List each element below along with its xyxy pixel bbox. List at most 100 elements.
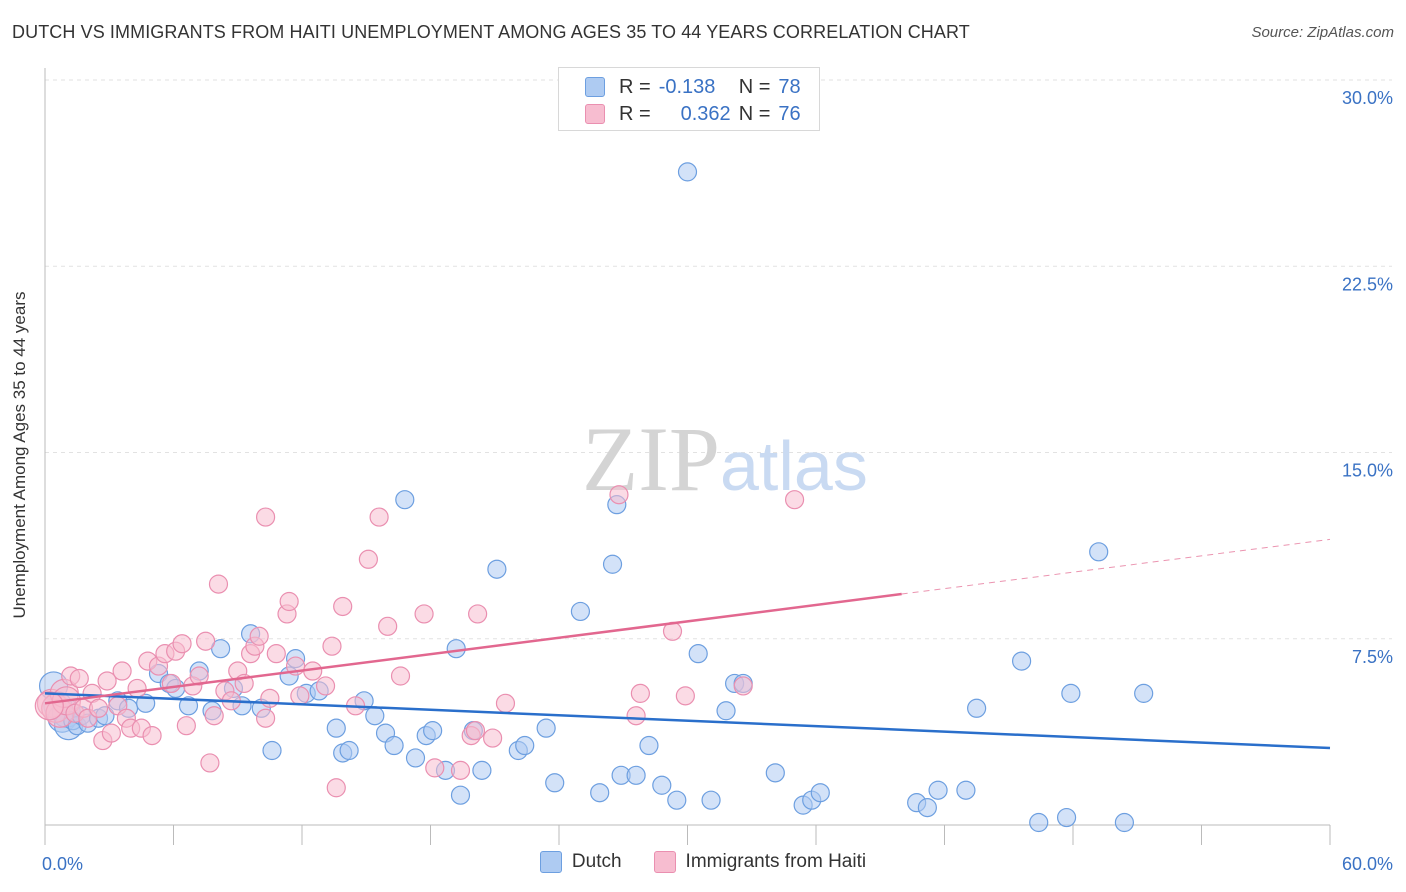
dutch-point (515, 735, 535, 756)
haiti-point (322, 636, 342, 656)
legend-row-dutch: R = -0.138 N = 78 (585, 74, 801, 100)
legend-row-haiti: R = 0.362 N = 76 (585, 101, 801, 127)
dutch-point (487, 559, 507, 579)
dutch-point (570, 601, 591, 622)
dutch-swatch (585, 77, 605, 97)
dutch-point (405, 748, 426, 768)
haiti-point (200, 753, 220, 773)
haiti-trend-extension (901, 538, 1331, 595)
dutch-trend-line (44, 692, 1331, 750)
source-label: Source: ZipAtlas.com (1251, 24, 1394, 41)
legend-item-haiti: Immigrants from Haiti (653, 851, 867, 873)
tick-labels: 7.5% 15.0% 22.5% 30.0% 0.0% 60.0% (42, 88, 1393, 874)
haiti-point (358, 549, 378, 569)
haiti-point (69, 668, 89, 689)
dutch-point (810, 783, 830, 803)
haiti-point (260, 688, 280, 708)
trend-lines (44, 538, 1331, 750)
dutch-point (1114, 812, 1135, 833)
chart-title: DUTCH VS IMMIGRANTS FROM HAITI UNEMPLOYM… (12, 22, 970, 42)
haiti-point (468, 604, 488, 624)
haiti-point (266, 644, 286, 664)
dutch-point (365, 706, 385, 726)
haiti-point (450, 760, 471, 780)
dutch-point (1089, 542, 1109, 562)
dutch-point (765, 763, 785, 783)
dutch-point (626, 765, 646, 785)
haiti-point (483, 728, 503, 748)
haiti-point (609, 485, 629, 505)
n-label: N = (738, 75, 771, 98)
r-label: R = (619, 75, 651, 98)
haiti-point (675, 686, 695, 706)
dutch-point (716, 701, 736, 721)
haiti-point (333, 596, 353, 617)
haiti-trend-line (44, 592, 902, 705)
dutch-point (339, 740, 359, 761)
dutch-point (688, 644, 708, 664)
dutch-point (602, 554, 623, 574)
haiti-point (784, 490, 805, 510)
dutch-point (1011, 651, 1032, 671)
dutch-point (395, 490, 415, 510)
n-label: N = (738, 102, 771, 125)
haiti-point (34, 691, 64, 721)
dutch-point (545, 773, 565, 793)
dutch-point (423, 721, 443, 741)
dutch-point (677, 162, 698, 182)
x-tick-label: 0.0% (42, 854, 83, 874)
dutch-point (446, 639, 466, 659)
correlation-legend: R = -0.138 N = 78 R = 0.362 N = 76 (558, 67, 820, 131)
haiti-swatch (653, 851, 676, 873)
haiti-point (189, 666, 209, 686)
haiti-point (425, 758, 445, 778)
haiti-point (255, 507, 276, 527)
dutch-point (701, 790, 721, 810)
dutch-point (536, 718, 556, 738)
legend-label-haiti: Immigrants from Haiti (685, 851, 867, 872)
haiti-point (495, 693, 516, 713)
haiti-point (127, 678, 147, 699)
y-tick-label: 30.0% (1342, 88, 1393, 108)
x-tick-label: 60.0% (1342, 854, 1393, 874)
dutch-point (667, 790, 687, 810)
haiti-point (196, 631, 216, 651)
legend-label-dutch: Dutch (571, 851, 622, 872)
dutch-point (1134, 683, 1154, 703)
haiti-point (290, 686, 310, 706)
dutch-point (178, 696, 199, 716)
dutch-point (652, 775, 672, 795)
haiti-point (97, 671, 117, 691)
haiti-point (626, 706, 646, 726)
dutch-point (472, 760, 492, 780)
dutch-point (956, 780, 976, 800)
y-tick-label: 15.0% (1342, 461, 1393, 481)
legend-item-dutch: Dutch (539, 851, 622, 873)
y-axis-label: Unemployment Among Ages 35 to 44 years (10, 291, 29, 619)
haiti-point (172, 634, 192, 654)
dutch-point (1061, 683, 1081, 703)
haiti-point (378, 616, 398, 636)
haiti-point (101, 723, 121, 743)
haiti-point (279, 591, 299, 612)
haiti-point (255, 708, 276, 728)
haiti-point (88, 698, 109, 718)
dutch-point (1029, 812, 1049, 833)
haiti-point (390, 666, 411, 686)
dutch-point (326, 718, 346, 738)
dutch-point (639, 735, 659, 756)
haiti-point (204, 706, 224, 726)
y-tick-label: 7.5% (1352, 647, 1393, 667)
watermark-zip: ZIP (582, 408, 720, 510)
n-value: 76 (778, 102, 801, 125)
haiti-point (733, 676, 753, 696)
dutch-point (917, 798, 937, 818)
dutch-point (384, 735, 404, 756)
series-legend: Dutch Immigrants from Haiti (0, 851, 1406, 873)
haiti-point (369, 507, 389, 527)
dutch-point (967, 698, 987, 718)
dutch-point (928, 780, 948, 800)
haiti-point (112, 661, 132, 681)
haiti-point (465, 721, 486, 741)
